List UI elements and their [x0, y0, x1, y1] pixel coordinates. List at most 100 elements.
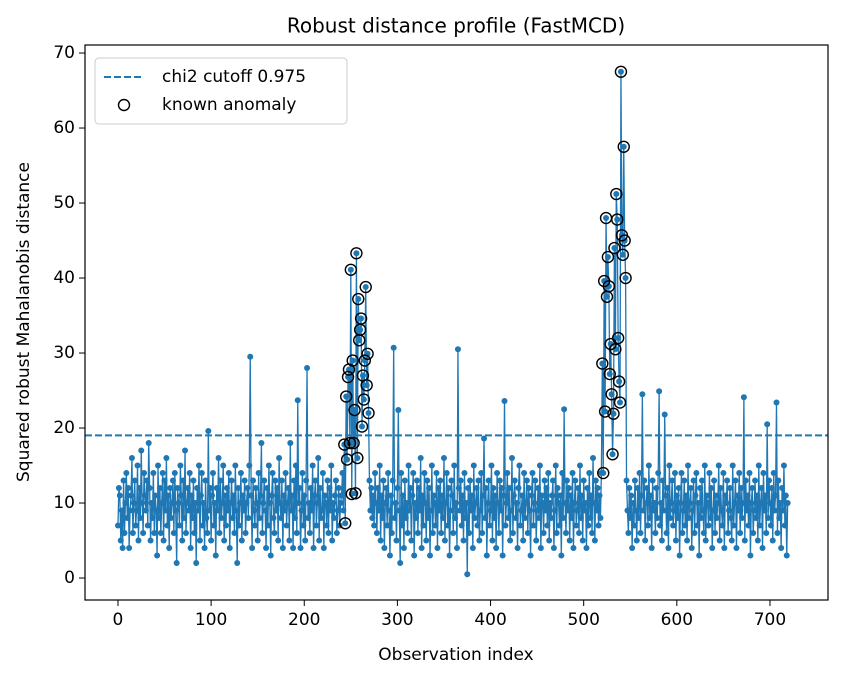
- point: [646, 515, 653, 522]
- point: [577, 515, 584, 522]
- point: [293, 530, 300, 537]
- point: [236, 522, 243, 529]
- point: [551, 507, 558, 514]
- point: [457, 477, 464, 484]
- y-tick-label: 20: [53, 418, 75, 438]
- point: [285, 485, 292, 492]
- point: [132, 522, 139, 529]
- point: [332, 477, 339, 484]
- point: [193, 560, 200, 567]
- point: [692, 492, 699, 499]
- point: [713, 515, 720, 522]
- point: [753, 515, 760, 522]
- point: [546, 537, 553, 544]
- point: [279, 545, 286, 552]
- point: [516, 462, 523, 469]
- point: [162, 507, 169, 514]
- point: [672, 537, 679, 544]
- point: [257, 492, 264, 499]
- point: [545, 470, 552, 477]
- point: [507, 537, 514, 544]
- point: [739, 515, 746, 522]
- point: [304, 365, 311, 372]
- point: [777, 500, 784, 507]
- anomaly-marker: [612, 375, 626, 388]
- point: [749, 485, 756, 492]
- point: [122, 500, 129, 507]
- point: [479, 530, 486, 537]
- point: [464, 571, 471, 578]
- point: [323, 522, 330, 529]
- point: [438, 530, 445, 537]
- point: [652, 530, 659, 537]
- point: [502, 522, 509, 529]
- point: [463, 500, 470, 507]
- point: [614, 216, 621, 223]
- point: [223, 485, 230, 492]
- point: [753, 492, 760, 499]
- point: [210, 522, 217, 529]
- point: [586, 470, 593, 477]
- point: [781, 522, 788, 529]
- point: [416, 507, 423, 514]
- point: [202, 477, 209, 484]
- point: [160, 537, 167, 544]
- anomaly-marker: [339, 517, 352, 530]
- point: [744, 492, 751, 499]
- point: [366, 477, 373, 484]
- point: [705, 522, 712, 529]
- point: [611, 245, 618, 252]
- point: [670, 522, 677, 529]
- point: [564, 507, 571, 514]
- point: [657, 500, 664, 507]
- point: [372, 500, 379, 507]
- anomaly-marker: [344, 263, 358, 276]
- point: [492, 492, 499, 499]
- point: [354, 455, 361, 462]
- point: [475, 477, 482, 484]
- point: [533, 537, 540, 544]
- point: [572, 477, 579, 484]
- point: [124, 515, 131, 522]
- point: [707, 515, 714, 522]
- point: [114, 522, 121, 529]
- point: [587, 515, 594, 522]
- point: [243, 500, 250, 507]
- point: [638, 492, 645, 499]
- point: [768, 485, 775, 492]
- point: [706, 470, 713, 477]
- point: [700, 530, 707, 537]
- point: [762, 492, 769, 499]
- point: [155, 462, 162, 469]
- point: [544, 522, 551, 529]
- point: [490, 485, 497, 492]
- x-tick-label: 100: [195, 610, 227, 630]
- point: [685, 462, 692, 469]
- point: [399, 492, 406, 499]
- point: [427, 552, 434, 559]
- point: [141, 492, 148, 499]
- point: [325, 530, 332, 537]
- point: [331, 492, 338, 499]
- point: [322, 500, 329, 507]
- point: [571, 500, 578, 507]
- point: [195, 507, 202, 514]
- point: [761, 507, 768, 514]
- point: [426, 485, 433, 492]
- point: [494, 470, 501, 477]
- point: [417, 455, 424, 462]
- point: [766, 500, 773, 507]
- point: [206, 507, 213, 514]
- anomaly-marker: [359, 280, 372, 294]
- point: [169, 477, 176, 484]
- point: [517, 522, 524, 529]
- point: [522, 515, 529, 522]
- point: [695, 500, 702, 507]
- point: [725, 530, 732, 537]
- point: [629, 545, 636, 552]
- point: [656, 388, 663, 395]
- point: [349, 357, 356, 364]
- point: [730, 522, 737, 529]
- point: [739, 500, 746, 507]
- point: [696, 552, 703, 559]
